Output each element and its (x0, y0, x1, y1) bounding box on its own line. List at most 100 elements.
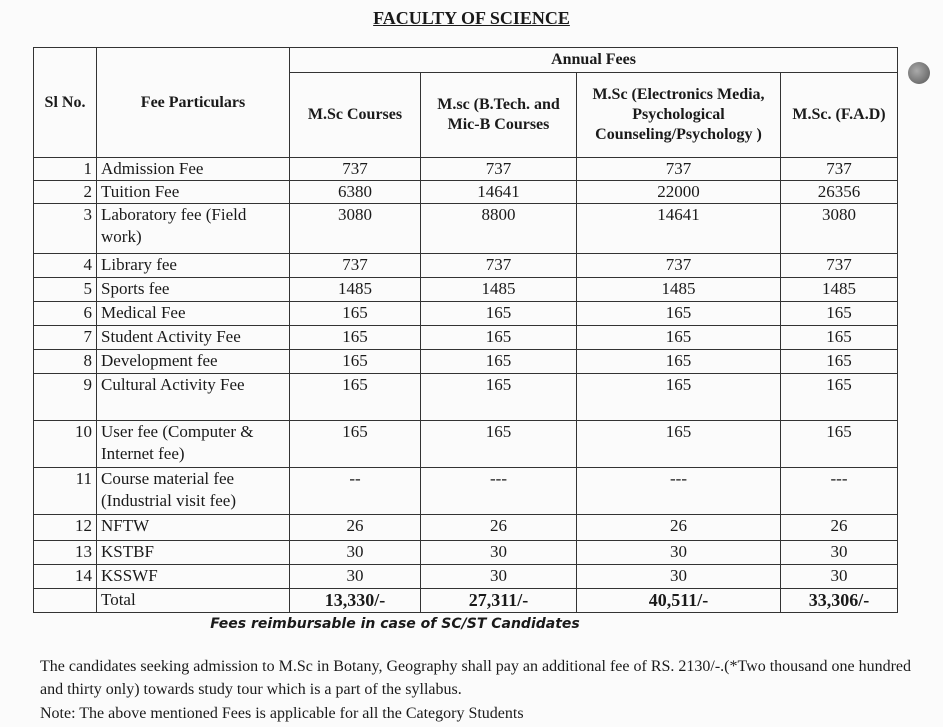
table-row: 7 Student Activity Fee 165 165 165 165 (33, 325, 899, 350)
fee-particular: Medical Fee (96, 301, 290, 326)
fee-particular: Admission Fee (96, 157, 290, 181)
sl-number: 8 (33, 349, 97, 374)
fee-value: 165 (289, 325, 421, 350)
fee-value: 30 (779, 540, 899, 565)
sl-number: 2 (33, 180, 97, 204)
fee-value: 1485 (420, 277, 577, 302)
fee-value: 165 (289, 373, 421, 421)
total-value: 33,306/- (779, 588, 899, 613)
table-row: 2 Tuition Fee 6380 14641 22000 26356 (33, 180, 899, 204)
fee-particular: Development fee (96, 349, 290, 374)
fee-value: 8800 (420, 203, 577, 254)
fee-value: 26 (576, 514, 781, 541)
fee-value: 1485 (576, 277, 781, 302)
sl-number: 7 (33, 325, 97, 350)
fee-value: -- (289, 467, 421, 515)
sl-number: 9 (33, 373, 97, 421)
fee-value: 1485 (779, 277, 899, 302)
category-note: Note: The above mentioned Fees is applic… (40, 705, 524, 722)
fee-value: 165 (289, 349, 421, 374)
fee-value: --- (779, 467, 899, 515)
total-label: Total (96, 588, 290, 613)
fee-particular: Student Activity Fee (96, 325, 290, 350)
fee-particular: Tuition Fee (96, 180, 290, 204)
fee-value: --- (420, 467, 577, 515)
fee-value: 14641 (420, 180, 577, 204)
table-row: 10 User fee (Computer & Internet fee) 165 1… (33, 420, 899, 468)
fee-value: 737 (779, 157, 899, 181)
fee-value: 22000 (576, 180, 781, 204)
page-title: FACULTY OF SCIENCE (373, 8, 570, 28)
header-col: M.Sc (Electronics Media, Psychological C… (576, 72, 781, 158)
fee-value: 14641 (576, 203, 781, 254)
fee-value: 165 (779, 420, 899, 468)
fee-value: 30 (779, 564, 899, 589)
fee-value: 30 (576, 540, 781, 565)
fee-particular: KSTBF (96, 540, 290, 565)
table-row: 4 Library fee 737 737 737 737 (33, 253, 899, 278)
fee-value: 737 (420, 253, 577, 278)
fee-value: 3080 (289, 203, 421, 254)
fee-value: 26 (289, 514, 421, 541)
fee-value: 30 (420, 540, 577, 565)
total-value: 40,511/- (576, 588, 781, 613)
fee-particular: Library fee (96, 253, 290, 278)
fee-value: 737 (289, 157, 421, 181)
fee-particular: KSSWF (96, 564, 290, 589)
fee-value: 165 (779, 301, 899, 326)
table-row: 1 Admission Fee 737 737 737 737 (33, 157, 899, 181)
fee-value: 6380 (289, 180, 421, 204)
total-value: 13,330/- (289, 588, 421, 613)
fee-value: 165 (576, 325, 781, 350)
fee-particular: Laboratory fee (Field work) (96, 203, 290, 254)
empty-cell (33, 588, 97, 613)
fee-value: 737 (420, 157, 577, 181)
fee-value: 26 (779, 514, 899, 541)
fee-particular: Sports fee (96, 277, 290, 302)
fee-value: 26 (420, 514, 577, 541)
fee-value: 30 (420, 564, 577, 589)
fee-value: 3080 (779, 203, 899, 254)
table-row: 3 Laboratory fee (Field work) 3080 8800 1464… (33, 203, 899, 254)
total-value: 27,311/- (420, 588, 577, 613)
fee-value: 165 (420, 420, 577, 468)
fee-table: Sl No. Fee Particulars Annual Fees M.Sc … (33, 47, 899, 613)
fee-value: 165 (779, 325, 899, 350)
table-row: 8 Development fee 165 165 165 165 (33, 349, 899, 374)
table-row: 14 KSSWF 30 30 30 30 (33, 564, 899, 589)
sl-number: 6 (33, 301, 97, 326)
sl-number: 3 (33, 203, 97, 254)
sl-number: 14 (33, 564, 97, 589)
fee-particular: Course material fee (Industrial visit fe… (96, 467, 290, 515)
fee-value: 26356 (779, 180, 899, 204)
fee-value: 165 (420, 325, 577, 350)
fee-value: 165 (779, 373, 899, 421)
fee-particular: Cultural Activity Fee (96, 373, 290, 421)
fee-value: 165 (576, 301, 781, 326)
header-col: M.Sc Courses (289, 72, 421, 158)
table-row: 9 Cultural Activity Fee 165 165 165 165 (33, 373, 899, 421)
study-tour-paragraph: The candidates seeking admission to M.Sc… (40, 658, 911, 698)
fee-value: 30 (576, 564, 781, 589)
sl-number: 12 (33, 514, 97, 541)
sl-number: 1 (33, 157, 97, 181)
fee-particular: User fee (Computer & Internet fee) (96, 420, 290, 468)
header-sl: Sl No. (33, 47, 97, 158)
fee-value: 165 (289, 420, 421, 468)
fee-value: 737 (289, 253, 421, 278)
table-row: 13 KSTBF 30 30 30 30 (33, 540, 899, 565)
sl-number: 11 (33, 467, 97, 515)
fee-value: 165 (420, 373, 577, 421)
fee-value: 165 (289, 301, 421, 326)
sl-number: 10 (33, 420, 97, 468)
fee-value: 165 (576, 349, 781, 374)
fee-value: 737 (576, 253, 781, 278)
fee-value: 1485 (289, 277, 421, 302)
fee-value: 737 (779, 253, 899, 278)
total-row: Total 13,330/- 27,311/- 40,511/- 33,306/- (33, 588, 899, 613)
fee-value: 165 (779, 349, 899, 374)
fee-value: 737 (576, 157, 781, 181)
punch-hole (908, 62, 930, 84)
reimbursable-note: Fees reimbursable in case of SC/ST Candi… (210, 616, 580, 632)
fee-value: --- (576, 467, 781, 515)
